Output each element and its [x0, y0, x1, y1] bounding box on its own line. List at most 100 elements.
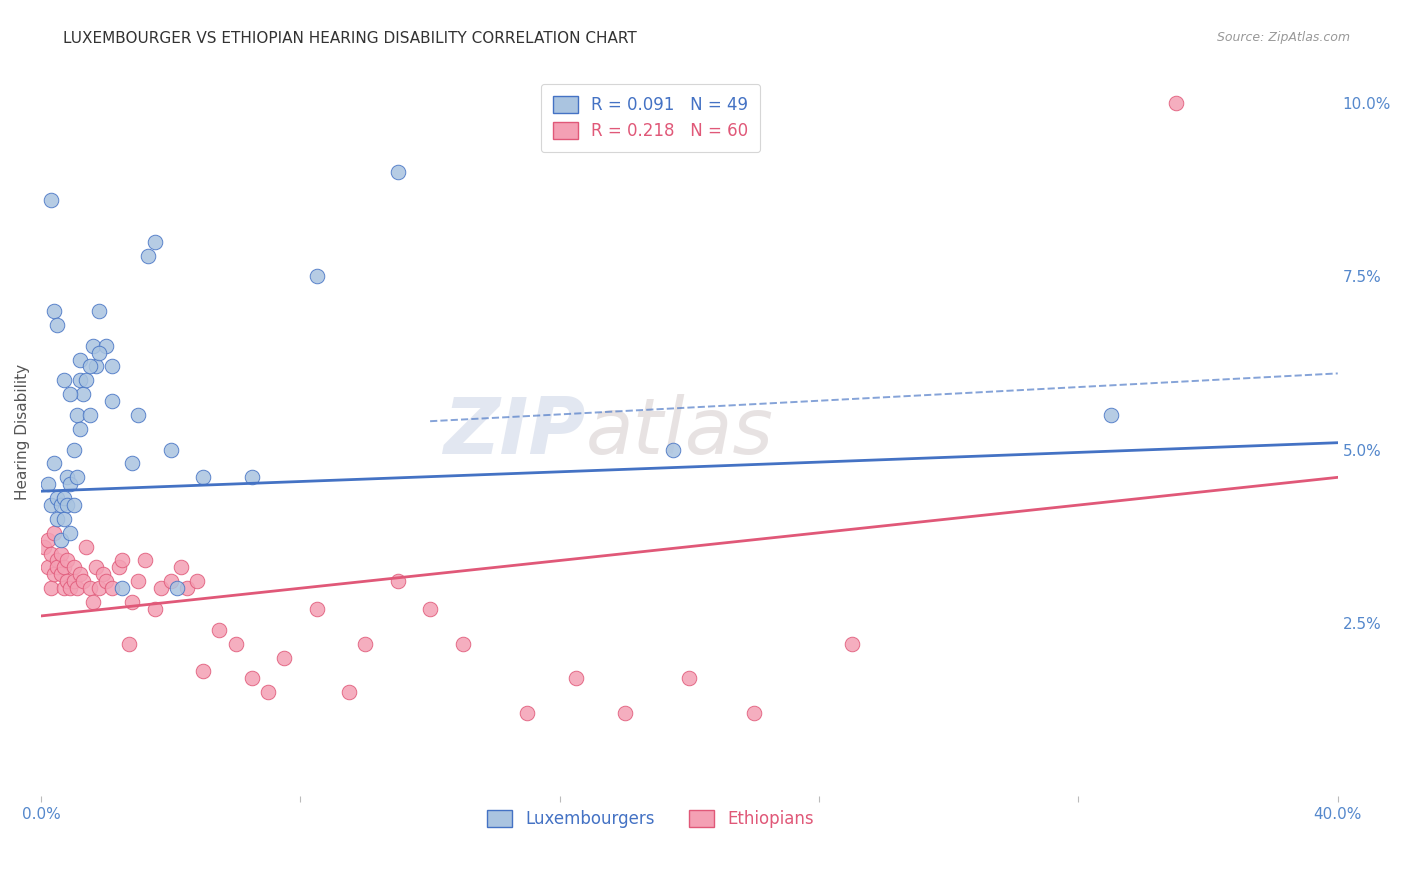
Point [79, 408, 101, 422]
Point [52, 560, 75, 574]
Point [56, 498, 79, 512]
Point [240, 470, 263, 484]
Point [49, 498, 72, 512]
Point [89, 345, 111, 359]
Point [66, 408, 89, 422]
Text: Source: ZipAtlas.com: Source: ZipAtlas.com [1216, 31, 1350, 45]
Point [257, 685, 280, 699]
Point [49, 547, 72, 561]
Point [76, 540, 98, 554]
Point [59, 387, 82, 401]
Point [59, 525, 82, 540]
Point [134, 553, 156, 567]
Point [169, 560, 191, 574]
Point [91, 567, 114, 582]
Point [82, 339, 104, 353]
Point [150, 581, 173, 595]
Point [79, 581, 101, 595]
Point [613, 706, 636, 720]
Point [46, 318, 69, 332]
Point [111, 581, 134, 595]
Point [121, 595, 143, 609]
Point [273, 650, 295, 665]
Legend: Luxembourgers, Ethiopians: Luxembourgers, Ethiopians [481, 804, 820, 835]
Point [56, 470, 79, 484]
Point [46, 512, 69, 526]
Point [59, 477, 82, 491]
Point [76, 373, 98, 387]
Point [208, 623, 231, 637]
Point [39, 547, 62, 561]
Point [186, 574, 208, 589]
Point [127, 574, 149, 589]
Point [84, 359, 107, 374]
Point [354, 637, 377, 651]
Point [42, 304, 65, 318]
Point [56, 574, 79, 589]
Point [49, 567, 72, 582]
Point [89, 581, 111, 595]
Point [37, 533, 59, 547]
Point [516, 706, 538, 720]
Point [82, 595, 104, 609]
Point [1099, 408, 1122, 422]
Point [69, 422, 91, 436]
Point [62, 498, 84, 512]
Point [62, 560, 84, 574]
Point [59, 581, 82, 595]
Point [66, 581, 89, 595]
Point [72, 387, 94, 401]
Point [387, 165, 409, 179]
Point [121, 457, 143, 471]
Point [39, 193, 62, 207]
Point [37, 477, 59, 491]
Point [111, 553, 134, 567]
Point [108, 560, 131, 574]
Point [72, 574, 94, 589]
Point [143, 235, 166, 249]
Point [337, 685, 360, 699]
Point [159, 574, 181, 589]
Point [159, 442, 181, 457]
Point [101, 581, 124, 595]
Point [69, 373, 91, 387]
Point [46, 491, 69, 505]
Point [69, 567, 91, 582]
Point [52, 512, 75, 526]
Point [49, 533, 72, 547]
Point [62, 442, 84, 457]
Point [94, 574, 117, 589]
Point [240, 671, 263, 685]
Point [193, 470, 215, 484]
Point [101, 394, 124, 409]
Point [101, 359, 124, 374]
Point [1164, 96, 1187, 111]
Point [166, 581, 188, 595]
Point [42, 457, 65, 471]
Point [52, 373, 75, 387]
Text: LUXEMBOURGER VS ETHIOPIAN HEARING DISABILITY CORRELATION CHART: LUXEMBOURGER VS ETHIOPIAN HEARING DISABI… [63, 31, 637, 46]
Point [39, 581, 62, 595]
Point [678, 671, 700, 685]
Point [742, 706, 765, 720]
Y-axis label: Hearing Disability: Hearing Disability [15, 364, 30, 500]
Point [117, 637, 139, 651]
Point [143, 602, 166, 616]
Point [52, 491, 75, 505]
Point [34, 540, 56, 554]
Point [225, 637, 247, 651]
Point [305, 269, 328, 284]
Point [565, 671, 588, 685]
Point [841, 637, 863, 651]
Point [387, 574, 409, 589]
Point [56, 553, 79, 567]
Text: ZIP: ZIP [443, 394, 586, 470]
Point [46, 560, 69, 574]
Point [662, 442, 685, 457]
Point [136, 249, 159, 263]
Point [79, 359, 101, 374]
Point [94, 339, 117, 353]
Point [46, 553, 69, 567]
Point [66, 470, 89, 484]
Point [89, 304, 111, 318]
